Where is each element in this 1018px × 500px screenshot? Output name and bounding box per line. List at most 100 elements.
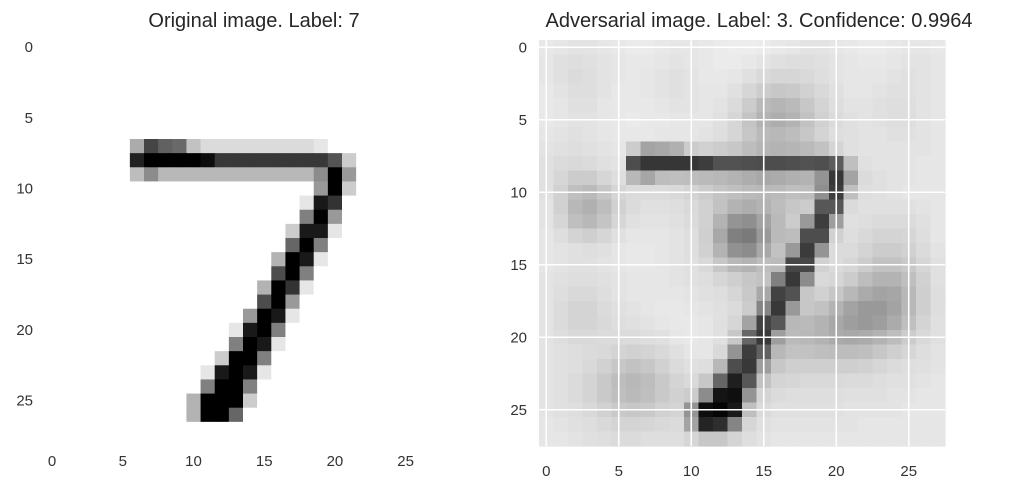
pixel-cell	[698, 54, 714, 70]
pixel-cell	[59, 421, 74, 437]
pixel-cell	[568, 301, 584, 317]
pixel-cell	[186, 407, 202, 423]
pixel-cell	[568, 359, 584, 375]
pixel-cell	[257, 238, 272, 253]
pixel-cell	[426, 294, 442, 310]
pixel-cell	[568, 431, 584, 447]
pixel-cell	[916, 228, 932, 244]
orig-pixel-grid	[45, 40, 442, 437]
pixel-cell	[342, 308, 357, 324]
pixel-cell	[597, 54, 613, 70]
pixel-cell	[800, 431, 816, 447]
pixel-cell	[742, 228, 758, 244]
pixel-cell	[271, 308, 287, 324]
pixel-cell	[412, 82, 428, 98]
pixel-cell	[158, 181, 173, 197]
pixel-cell	[158, 337, 173, 352]
pixel-cell	[228, 280, 244, 296]
pixel-cell	[655, 344, 671, 360]
pixel-cell	[243, 124, 258, 140]
pixel-cell	[356, 308, 371, 324]
pixel-cell	[243, 407, 258, 423]
pixel-cell	[129, 322, 145, 338]
pixel-cell	[342, 252, 357, 267]
pixel-cell	[45, 209, 60, 225]
pixel-cell	[214, 110, 230, 126]
pixel-cell	[858, 272, 874, 288]
pixel-cell	[426, 195, 442, 211]
pixel-cell	[785, 243, 801, 259]
pixel-cell	[214, 82, 230, 98]
pixel-cell	[640, 431, 656, 447]
pixel-cell	[101, 252, 117, 267]
pixel-cell	[172, 167, 188, 183]
pixel-cell	[129, 124, 145, 140]
pixel-cell	[228, 252, 244, 267]
pixel-cell	[582, 431, 598, 447]
pixel-cell	[843, 199, 859, 215]
pixel-cell	[843, 315, 859, 331]
pixel-cell	[626, 83, 642, 99]
pixel-cell	[398, 110, 414, 126]
pixel-cell	[313, 181, 329, 197]
pixel-cell	[342, 223, 357, 239]
pixel-cell	[814, 431, 830, 447]
pixel-cell	[172, 407, 188, 423]
pixel-cell	[800, 373, 816, 389]
pixel-cell	[129, 280, 145, 296]
pixel-cell	[342, 351, 357, 366]
pixel-cell	[655, 301, 671, 317]
pixel-cell	[186, 280, 202, 296]
pixel-cell	[327, 266, 343, 282]
pixel-cell	[45, 195, 60, 211]
pixel-cell	[172, 96, 188, 112]
pixel-cell	[384, 308, 400, 324]
pixel-cell	[172, 223, 188, 239]
pixel-cell	[200, 407, 216, 423]
pixel-cell	[115, 238, 131, 253]
x-tick-label: 5	[119, 453, 127, 470]
pixel-cell	[45, 124, 60, 140]
pixel-cell	[59, 379, 74, 395]
pixel-cell	[771, 388, 787, 404]
pixel-cell	[313, 209, 329, 225]
pixel-cell	[370, 110, 386, 126]
pixel-cell	[327, 223, 343, 239]
pixel-cell	[858, 54, 874, 70]
pixel-cell	[568, 417, 584, 433]
pixel-cell	[553, 315, 569, 331]
pixel-cell	[327, 40, 343, 55]
pixel-cell	[568, 83, 584, 99]
pixel-cell	[872, 373, 888, 389]
pixel-cell	[271, 322, 287, 338]
pixel-cell	[129, 365, 145, 381]
pixel-cell	[930, 98, 946, 114]
pixel-cell	[742, 54, 758, 70]
pixel-cell	[115, 379, 131, 395]
pixel-cell	[73, 252, 89, 267]
pixel-cell	[887, 98, 903, 114]
pixel-cell	[285, 54, 301, 69]
pixel-cell	[771, 228, 787, 244]
pixel-cell	[384, 96, 400, 112]
pixel-cell	[45, 181, 60, 197]
pixel-cell	[271, 266, 287, 282]
pixel-cell	[887, 243, 903, 259]
pixel-cell	[800, 170, 816, 186]
pixel-cell	[299, 110, 315, 126]
pixel-cell	[553, 127, 569, 143]
pixel-cell	[785, 199, 801, 215]
pixel-cell	[45, 280, 60, 296]
pixel-cell	[398, 195, 414, 211]
pixel-cell	[384, 322, 400, 338]
pixel-cell	[115, 110, 131, 126]
pixel-cell	[158, 139, 173, 154]
pixel-cell	[327, 351, 343, 366]
pixel-cell	[299, 421, 315, 437]
pixel-cell	[73, 40, 89, 55]
pixel-cell	[800, 417, 816, 433]
pixel-cell	[45, 110, 60, 126]
pixel-cell	[243, 223, 258, 239]
pixel-cell	[115, 124, 131, 140]
pixel-cell	[45, 407, 60, 423]
